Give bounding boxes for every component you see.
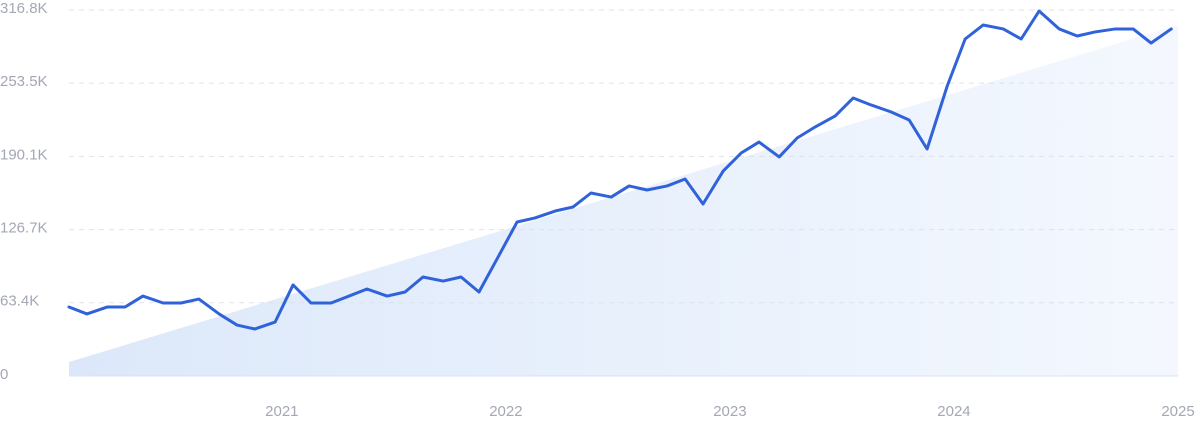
x-tick-label: 2021: [265, 403, 298, 420]
line: [67, 9, 1173, 331]
x-tick-label: 2023: [713, 403, 746, 420]
y-tick-label: 126.7K: [0, 220, 48, 237]
y-tick-label: 190.1K: [0, 146, 48, 163]
x-tick-label: 2024: [937, 403, 970, 420]
y-tick-label: 63.4K: [0, 293, 39, 310]
y-tick-label: 316.8K: [0, 0, 48, 17]
y-tick-label: 253.5K: [0, 73, 48, 90]
x-tick-label: 2022: [489, 403, 522, 420]
x-tick-label: 2025: [1161, 403, 1194, 420]
trend-area: [69, 25, 1178, 376]
y-tick-label: 0: [0, 366, 8, 383]
